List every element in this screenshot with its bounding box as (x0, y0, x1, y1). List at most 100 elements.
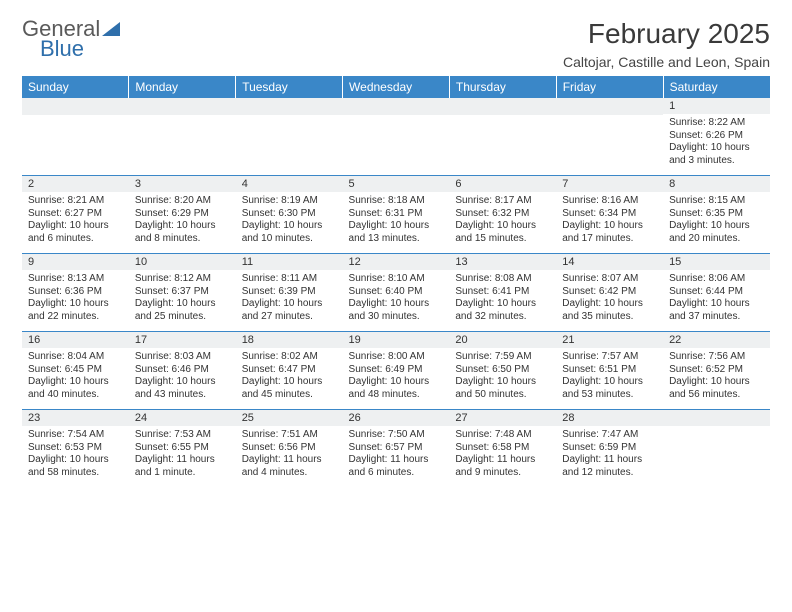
daylight-text: Daylight: 10 hours and 15 minutes. (455, 220, 550, 245)
day-body: Sunrise: 7:56 AMSunset: 6:52 PMDaylight:… (663, 348, 770, 409)
day-body: Sunrise: 8:19 AMSunset: 6:30 PMDaylight:… (236, 192, 343, 253)
day-number: 13 (449, 254, 556, 270)
calendar-day: 26Sunrise: 7:50 AMSunset: 6:57 PMDayligh… (343, 410, 450, 488)
day-body: Sunrise: 7:51 AMSunset: 6:56 PMDaylight:… (236, 426, 343, 487)
day-body (663, 426, 770, 484)
day-body: Sunrise: 8:18 AMSunset: 6:31 PMDaylight:… (343, 192, 450, 253)
day-number: 18 (236, 332, 343, 348)
sunset-text: Sunset: 6:59 PM (562, 442, 657, 455)
page-subtitle: Caltojar, Castille and Leon, Spain (563, 54, 770, 70)
calendar-day: 24Sunrise: 7:53 AMSunset: 6:55 PMDayligh… (129, 410, 236, 488)
day-body (449, 115, 556, 173)
calendar-week: 1Sunrise: 8:22 AMSunset: 6:26 PMDaylight… (22, 98, 770, 176)
sunset-text: Sunset: 6:58 PM (455, 442, 550, 455)
calendar-day: 17Sunrise: 8:03 AMSunset: 6:46 PMDayligh… (129, 332, 236, 410)
sunrise-text: Sunrise: 7:50 AM (349, 429, 444, 442)
day-number: 2 (22, 176, 129, 192)
logo-word2: Blue (40, 38, 84, 60)
calendar-week: 2Sunrise: 8:21 AMSunset: 6:27 PMDaylight… (22, 176, 770, 254)
calendar-day (236, 98, 343, 176)
day-body (343, 115, 450, 173)
sunset-text: Sunset: 6:26 PM (669, 130, 764, 143)
calendar-day: 11Sunrise: 8:11 AMSunset: 6:39 PMDayligh… (236, 254, 343, 332)
sunrise-text: Sunrise: 8:08 AM (455, 273, 550, 286)
day-number: 26 (343, 410, 450, 426)
day-body: Sunrise: 8:15 AMSunset: 6:35 PMDaylight:… (663, 192, 770, 253)
sunset-text: Sunset: 6:49 PM (349, 364, 444, 377)
daylight-text: Daylight: 10 hours and 40 minutes. (28, 376, 123, 401)
calendar-day (343, 98, 450, 176)
daylight-text: Daylight: 10 hours and 22 minutes. (28, 298, 123, 323)
weekday-header: Sunday (22, 76, 129, 98)
sunset-text: Sunset: 6:45 PM (28, 364, 123, 377)
day-body: Sunrise: 8:16 AMSunset: 6:34 PMDaylight:… (556, 192, 663, 253)
calendar-day: 2Sunrise: 8:21 AMSunset: 6:27 PMDaylight… (22, 176, 129, 254)
sunrise-text: Sunrise: 8:00 AM (349, 351, 444, 364)
sunrise-text: Sunrise: 7:57 AM (562, 351, 657, 364)
daylight-text: Daylight: 10 hours and 43 minutes. (135, 376, 230, 401)
calendar-day: 6Sunrise: 8:17 AMSunset: 6:32 PMDaylight… (449, 176, 556, 254)
calendar-day: 13Sunrise: 8:08 AMSunset: 6:41 PMDayligh… (449, 254, 556, 332)
sunrise-text: Sunrise: 8:18 AM (349, 195, 444, 208)
daylight-text: Daylight: 10 hours and 20 minutes. (669, 220, 764, 245)
daylight-text: Daylight: 10 hours and 27 minutes. (242, 298, 337, 323)
day-number (129, 98, 236, 115)
day-number: 5 (343, 176, 450, 192)
daylight-text: Daylight: 11 hours and 9 minutes. (455, 454, 550, 479)
sunset-text: Sunset: 6:56 PM (242, 442, 337, 455)
sunset-text: Sunset: 6:41 PM (455, 286, 550, 299)
calendar-day (663, 410, 770, 488)
day-number (22, 98, 129, 115)
day-number: 14 (556, 254, 663, 270)
calendar-day: 18Sunrise: 8:02 AMSunset: 6:47 PMDayligh… (236, 332, 343, 410)
daylight-text: Daylight: 11 hours and 6 minutes. (349, 454, 444, 479)
calendar-day: 14Sunrise: 8:07 AMSunset: 6:42 PMDayligh… (556, 254, 663, 332)
calendar-day: 8Sunrise: 8:15 AMSunset: 6:35 PMDaylight… (663, 176, 770, 254)
calendar-day: 20Sunrise: 7:59 AMSunset: 6:50 PMDayligh… (449, 332, 556, 410)
day-number: 4 (236, 176, 343, 192)
day-body: Sunrise: 8:02 AMSunset: 6:47 PMDaylight:… (236, 348, 343, 409)
sunrise-text: Sunrise: 8:16 AM (562, 195, 657, 208)
day-body (22, 115, 129, 173)
day-number: 12 (343, 254, 450, 270)
daylight-text: Daylight: 10 hours and 3 minutes. (669, 142, 764, 167)
daylight-text: Daylight: 10 hours and 13 minutes. (349, 220, 444, 245)
day-body: Sunrise: 8:17 AMSunset: 6:32 PMDaylight:… (449, 192, 556, 253)
day-number: 7 (556, 176, 663, 192)
sunrise-text: Sunrise: 8:21 AM (28, 195, 123, 208)
sunrise-text: Sunrise: 8:22 AM (669, 117, 764, 130)
daylight-text: Daylight: 10 hours and 58 minutes. (28, 454, 123, 479)
day-body: Sunrise: 8:10 AMSunset: 6:40 PMDaylight:… (343, 270, 450, 331)
day-number: 23 (22, 410, 129, 426)
sunrise-text: Sunrise: 7:47 AM (562, 429, 657, 442)
day-number: 19 (343, 332, 450, 348)
daylight-text: Daylight: 11 hours and 4 minutes. (242, 454, 337, 479)
day-body (236, 115, 343, 173)
daylight-text: Daylight: 10 hours and 53 minutes. (562, 376, 657, 401)
sunrise-text: Sunrise: 7:56 AM (669, 351, 764, 364)
day-body: Sunrise: 7:59 AMSunset: 6:50 PMDaylight:… (449, 348, 556, 409)
day-body: Sunrise: 8:22 AMSunset: 6:26 PMDaylight:… (663, 114, 770, 175)
day-number: 25 (236, 410, 343, 426)
day-body: Sunrise: 7:48 AMSunset: 6:58 PMDaylight:… (449, 426, 556, 487)
daylight-text: Daylight: 10 hours and 30 minutes. (349, 298, 444, 323)
day-body: Sunrise: 8:00 AMSunset: 6:49 PMDaylight:… (343, 348, 450, 409)
calendar-table: Sunday Monday Tuesday Wednesday Thursday… (22, 76, 770, 487)
day-number: 8 (663, 176, 770, 192)
day-number: 22 (663, 332, 770, 348)
daylight-text: Daylight: 10 hours and 37 minutes. (669, 298, 764, 323)
day-body: Sunrise: 8:07 AMSunset: 6:42 PMDaylight:… (556, 270, 663, 331)
day-body: Sunrise: 8:13 AMSunset: 6:36 PMDaylight:… (22, 270, 129, 331)
calendar-day: 15Sunrise: 8:06 AMSunset: 6:44 PMDayligh… (663, 254, 770, 332)
day-number (663, 410, 770, 426)
day-body: Sunrise: 7:47 AMSunset: 6:59 PMDaylight:… (556, 426, 663, 487)
sunset-text: Sunset: 6:36 PM (28, 286, 123, 299)
calendar-day: 10Sunrise: 8:12 AMSunset: 6:37 PMDayligh… (129, 254, 236, 332)
day-body: Sunrise: 8:04 AMSunset: 6:45 PMDaylight:… (22, 348, 129, 409)
day-body: Sunrise: 8:12 AMSunset: 6:37 PMDaylight:… (129, 270, 236, 331)
calendar-day: 3Sunrise: 8:20 AMSunset: 6:29 PMDaylight… (129, 176, 236, 254)
day-body (556, 115, 663, 173)
day-number: 28 (556, 410, 663, 426)
calendar-day: 23Sunrise: 7:54 AMSunset: 6:53 PMDayligh… (22, 410, 129, 488)
sunrise-text: Sunrise: 8:02 AM (242, 351, 337, 364)
